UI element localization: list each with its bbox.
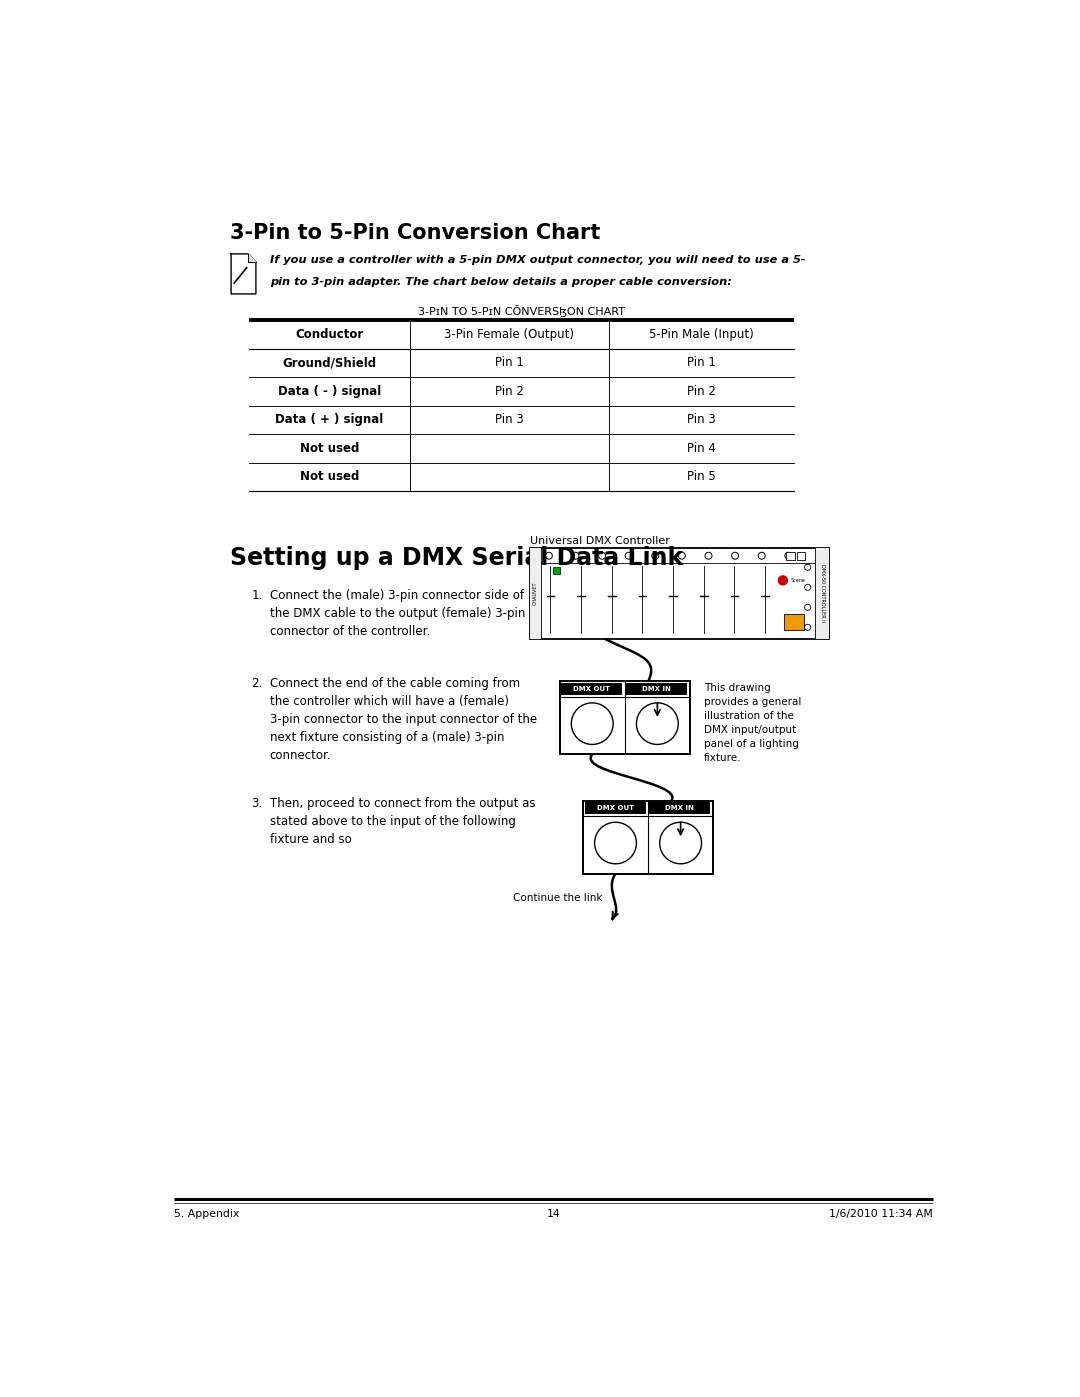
Text: Then, proceed to connect from the output as
stated above to the input of the fol: Then, proceed to connect from the output… (270, 796, 536, 845)
Text: Data ( - ) signal: Data ( - ) signal (278, 384, 381, 398)
Text: Universal DMX Controller: Universal DMX Controller (530, 536, 670, 546)
Text: DMX IN: DMX IN (665, 805, 693, 812)
Text: CHAUVET: CHAUVET (534, 581, 538, 605)
Text: Continue the link: Continue the link (513, 893, 603, 902)
Text: 3-PɪN TO 5-PɪN CŎNVERSɮON CHART: 3-PɪN TO 5-PɪN CŎNVERSɮON CHART (418, 305, 625, 317)
Text: DMX-50 CONTROLLER II: DMX-50 CONTROLLER II (820, 564, 824, 623)
Text: Pin 3: Pin 3 (495, 414, 524, 426)
Bar (530, 548, 541, 638)
Bar (786, 552, 795, 560)
Bar (530, 548, 828, 638)
Bar (559, 682, 690, 754)
Text: Pin 2: Pin 2 (687, 384, 716, 398)
Bar (815, 548, 828, 638)
Polygon shape (248, 254, 256, 261)
Text: 5-Pin Male (Input): 5-Pin Male (Input) (649, 328, 754, 341)
Text: Pin 1: Pin 1 (495, 356, 524, 369)
Text: 1.: 1. (252, 588, 262, 602)
Text: Setting up a DMX Serial Data Link: Setting up a DMX Serial Data Link (230, 546, 683, 570)
Text: Scene: Scene (791, 578, 806, 583)
Text: Pin 5: Pin 5 (687, 471, 716, 483)
Bar (649, 802, 710, 814)
Bar (584, 802, 646, 814)
Text: If you use a controller with a 5-pin DMX output connector, you will need to use : If you use a controller with a 5-pin DMX… (270, 256, 806, 265)
Text: Conductor: Conductor (295, 328, 363, 341)
Text: DMX IN: DMX IN (642, 686, 671, 692)
Text: Pin 1: Pin 1 (687, 356, 716, 369)
Text: Ground/Shield: Ground/Shield (282, 356, 376, 369)
Text: This drawing
provides a general
illustration of the
DMX input/output
panel of a : This drawing provides a general illustra… (704, 683, 801, 763)
Text: Not used: Not used (299, 441, 359, 455)
Text: Connect the (male) 3-pin connector side of
the DMX cable to the output (female) : Connect the (male) 3-pin connector side … (270, 588, 525, 638)
Bar (797, 552, 806, 560)
Text: Pin 4: Pin 4 (687, 441, 716, 455)
Text: 3.: 3. (252, 796, 262, 810)
Text: Connect the end of the cable coming from
the controller which will have a (femal: Connect the end of the cable coming from… (270, 678, 537, 763)
Bar (625, 683, 687, 694)
Text: Pin 2: Pin 2 (495, 384, 524, 398)
Text: pin to 3-pin adapter. The chart below details a proper cable conversion:: pin to 3-pin adapter. The chart below de… (270, 277, 731, 286)
Text: 2.: 2. (252, 678, 262, 690)
Text: Data ( + ) signal: Data ( + ) signal (275, 414, 383, 426)
Bar (784, 615, 804, 630)
Text: Not used: Not used (299, 471, 359, 483)
Text: 3-Pin Female (Output): 3-Pin Female (Output) (444, 328, 575, 341)
Polygon shape (231, 254, 256, 293)
Bar (562, 683, 622, 694)
Text: DMX OUT: DMX OUT (596, 805, 634, 812)
Text: 3-Pin to 5-Pin Conversion Chart: 3-Pin to 5-Pin Conversion Chart (230, 224, 599, 243)
Text: 14: 14 (546, 1210, 561, 1220)
Text: Pin 3: Pin 3 (687, 414, 716, 426)
Bar (553, 567, 559, 574)
Text: 5. Appendix: 5. Appendix (174, 1210, 239, 1220)
Circle shape (779, 576, 787, 585)
Bar (583, 800, 713, 873)
Text: 1/6/2010 11:34 AM: 1/6/2010 11:34 AM (829, 1210, 933, 1220)
Text: DMX OUT: DMX OUT (573, 686, 610, 692)
